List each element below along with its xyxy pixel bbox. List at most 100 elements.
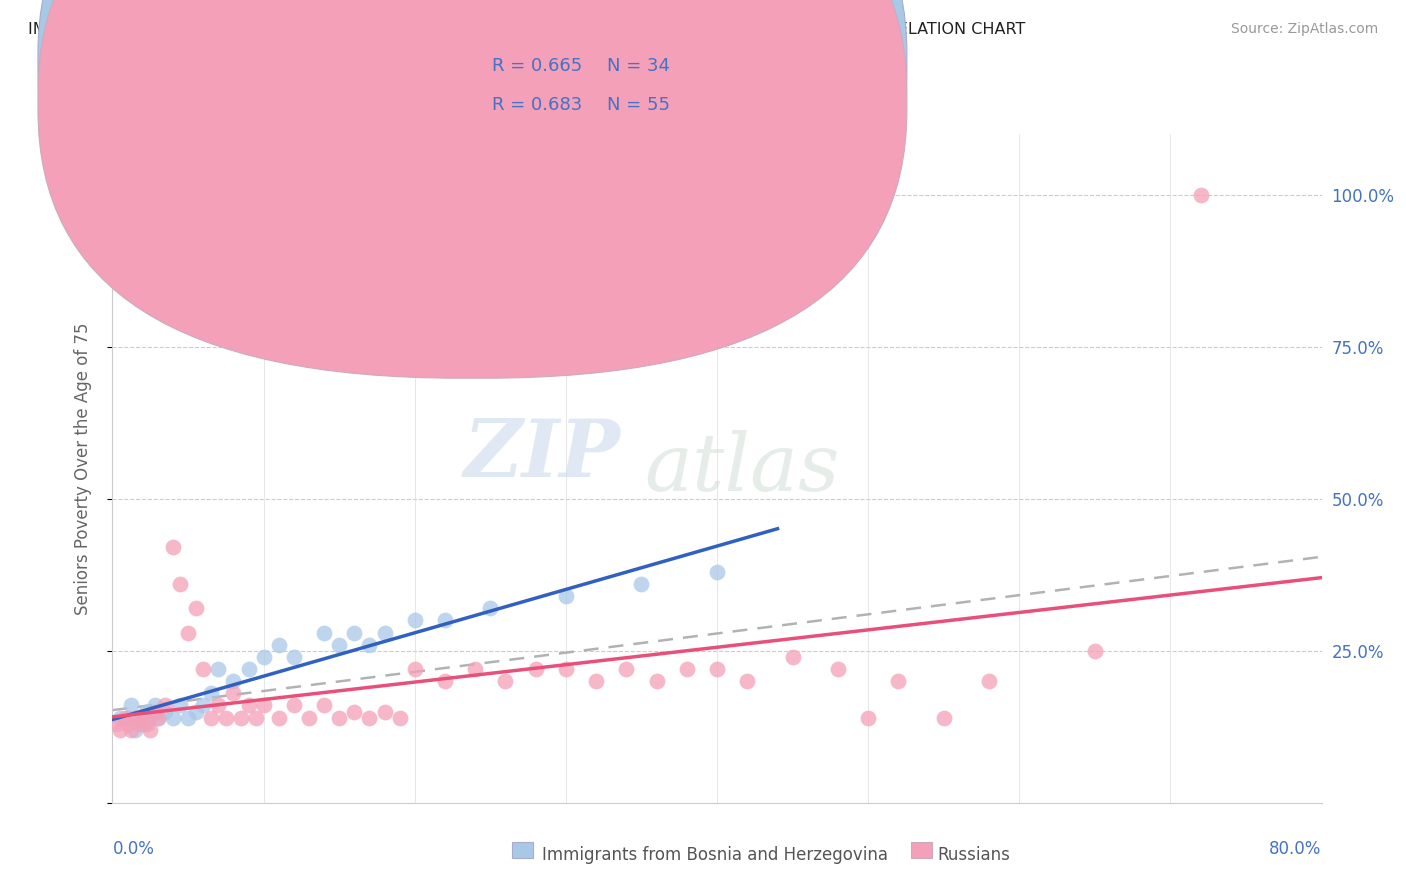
- Point: [827, 662, 849, 676]
- Text: IMMIGRANTS FROM BOSNIA AND HERZEGOVINA VS RUSSIAN SENIORS POVERTY OVER THE AGE O: IMMIGRANTS FROM BOSNIA AND HERZEGOVINA V…: [28, 22, 1025, 37]
- Point: [1189, 187, 1212, 202]
- Point: [155, 698, 177, 713]
- Point: [616, 662, 638, 676]
- Point: [146, 711, 169, 725]
- Point: [128, 711, 150, 725]
- Point: [267, 638, 290, 652]
- Point: [120, 698, 142, 713]
- Point: [135, 705, 157, 719]
- Point: [253, 698, 276, 713]
- Point: [645, 674, 668, 689]
- Text: R = 0.683: R = 0.683: [492, 96, 582, 114]
- Point: [359, 638, 381, 652]
- Point: [146, 711, 169, 725]
- Point: [207, 662, 229, 676]
- Point: [229, 711, 252, 725]
- Point: [676, 662, 699, 676]
- Point: [136, 716, 159, 731]
- Point: [1084, 644, 1107, 658]
- Point: [139, 711, 162, 725]
- Point: [479, 601, 502, 615]
- Point: [932, 711, 955, 725]
- Point: [524, 662, 547, 676]
- Point: [298, 711, 321, 725]
- Text: Russians: Russians: [938, 847, 1010, 864]
- Point: [887, 674, 910, 689]
- Point: [162, 541, 184, 555]
- FancyBboxPatch shape: [911, 842, 932, 858]
- Point: [222, 674, 245, 689]
- Point: [343, 705, 366, 719]
- Point: [374, 705, 396, 719]
- Point: [207, 698, 229, 713]
- Point: [464, 662, 486, 676]
- Text: 80.0%: 80.0%: [1270, 839, 1322, 857]
- Point: [177, 711, 200, 725]
- Point: [120, 723, 142, 737]
- Text: Immigrants from Bosnia and Herzegovina: Immigrants from Bosnia and Herzegovina: [541, 847, 887, 864]
- Point: [314, 698, 336, 713]
- Point: [554, 662, 576, 676]
- Point: [404, 662, 426, 676]
- Point: [117, 711, 139, 725]
- Point: [253, 649, 276, 664]
- Point: [200, 686, 222, 700]
- Point: [143, 698, 166, 713]
- Point: [554, 589, 576, 603]
- Point: [245, 711, 267, 725]
- Point: [143, 705, 166, 719]
- Point: [124, 711, 146, 725]
- Point: [979, 674, 1001, 689]
- Point: [162, 711, 184, 725]
- Point: [238, 662, 260, 676]
- Point: [169, 577, 191, 591]
- Point: [737, 674, 759, 689]
- Point: [177, 625, 200, 640]
- Point: [706, 565, 728, 579]
- Point: [191, 662, 215, 676]
- Point: [184, 705, 207, 719]
- Point: [184, 601, 207, 615]
- Point: [215, 711, 238, 725]
- Point: [343, 625, 366, 640]
- Point: [585, 674, 607, 689]
- Text: Source: ZipAtlas.com: Source: ZipAtlas.com: [1230, 22, 1378, 37]
- Text: 0.0%: 0.0%: [112, 839, 155, 857]
- Point: [267, 711, 290, 725]
- Point: [222, 686, 245, 700]
- Point: [108, 711, 131, 725]
- Point: [114, 711, 136, 725]
- Point: [434, 674, 457, 689]
- FancyBboxPatch shape: [512, 842, 533, 858]
- Text: N = 55: N = 55: [607, 96, 671, 114]
- Point: [155, 705, 177, 719]
- Point: [117, 716, 139, 731]
- Point: [630, 577, 652, 591]
- Point: [434, 613, 457, 627]
- Point: [105, 716, 128, 731]
- Point: [858, 711, 880, 725]
- Point: [404, 613, 426, 627]
- Point: [283, 649, 305, 664]
- Point: [328, 711, 350, 725]
- Point: [169, 698, 191, 713]
- Point: [238, 698, 260, 713]
- Point: [388, 711, 411, 725]
- Point: [124, 723, 146, 737]
- Point: [495, 674, 517, 689]
- Text: R = 0.665: R = 0.665: [492, 57, 582, 75]
- Point: [374, 625, 396, 640]
- Point: [200, 711, 222, 725]
- Point: [328, 638, 350, 652]
- Point: [108, 723, 131, 737]
- Point: [128, 716, 150, 731]
- Point: [314, 625, 336, 640]
- Y-axis label: Seniors Poverty Over the Age of 75: Seniors Poverty Over the Age of 75: [73, 322, 91, 615]
- Point: [132, 716, 155, 731]
- Point: [191, 698, 215, 713]
- Text: atlas: atlas: [644, 430, 839, 507]
- Point: [782, 649, 804, 664]
- Text: ZIP: ZIP: [464, 417, 620, 493]
- Point: [132, 711, 155, 725]
- Point: [359, 711, 381, 725]
